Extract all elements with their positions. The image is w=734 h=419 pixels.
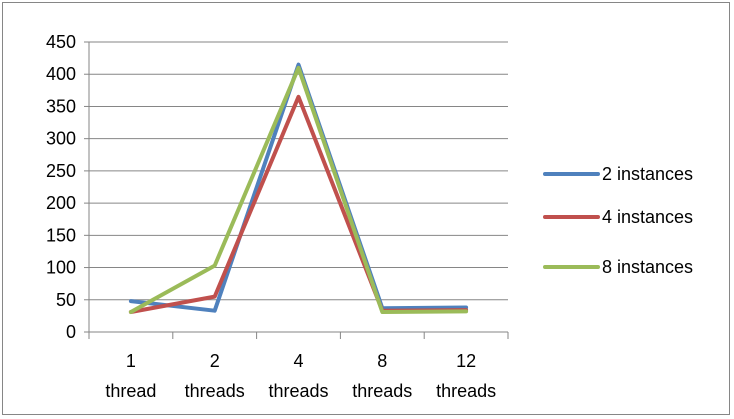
y-tick-label: 0 xyxy=(66,322,76,342)
x-tick-label: threads xyxy=(185,381,245,401)
x-tick-label: threads xyxy=(436,381,496,401)
x-tick-label: 12 xyxy=(456,351,476,371)
x-tick-label: threads xyxy=(352,381,412,401)
gridlines xyxy=(89,41,508,301)
y-tick-label: 150 xyxy=(46,225,76,245)
series-line-8-instances xyxy=(128,65,469,314)
y-tick-label: 100 xyxy=(46,258,76,278)
series-line-2-instances xyxy=(128,62,469,313)
chart-frame xyxy=(2,2,730,415)
legend-label: 8 instances xyxy=(602,257,693,277)
x-tick-label: threads xyxy=(268,381,328,401)
y-tick-label: 400 xyxy=(46,64,76,84)
y-axis-tick-labels: 0 50 100 150 200 250 300 350 400 450 xyxy=(46,32,76,342)
y-tick-label: 250 xyxy=(46,161,76,181)
x-tick-label: 4 xyxy=(293,351,303,371)
legend-label: 4 instances xyxy=(602,207,693,227)
legend-label: 2 instances xyxy=(602,164,693,184)
y-tick-label: 350 xyxy=(46,96,76,116)
y-tick-label: 200 xyxy=(46,193,76,213)
x-tick-label: 2 xyxy=(210,351,220,371)
axes xyxy=(84,41,509,339)
x-tick-label: 1 xyxy=(126,351,136,371)
legend: 2 instances 4 instances 8 instances xyxy=(543,164,693,277)
y-tick-label: 450 xyxy=(46,32,76,52)
x-tick-label: 8 xyxy=(377,351,387,371)
y-tick-label: 50 xyxy=(56,290,76,310)
x-tick-label: thread xyxy=(105,381,156,401)
series-line-4-instances xyxy=(128,94,469,314)
y-tick-label: 300 xyxy=(46,129,76,149)
x-axis-tick-labels: 1 thread 2 threads 4 threads 8 threads 12 threads xyxy=(105,351,496,401)
series-lines xyxy=(128,62,469,314)
